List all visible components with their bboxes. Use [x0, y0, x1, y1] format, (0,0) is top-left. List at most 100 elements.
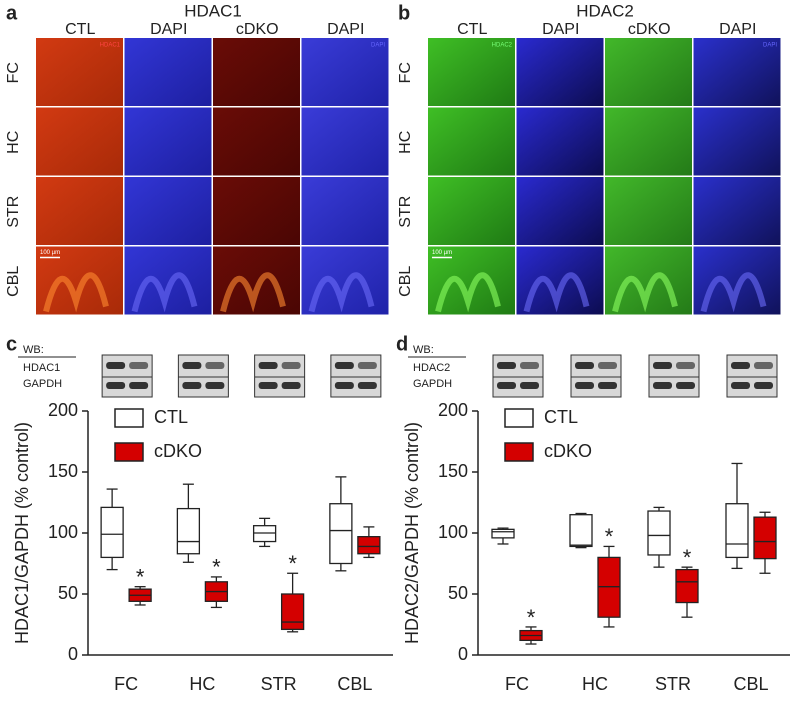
micrograph: [605, 177, 692, 245]
box: [100, 506, 124, 559]
column-label: CTL: [65, 21, 95, 38]
significance: *: [288, 551, 297, 576]
blot-band: [106, 362, 126, 369]
scale-bar-label: 100 µm: [432, 250, 452, 256]
tissue-folds: [308, 272, 375, 313]
micrograph: [428, 177, 515, 245]
blot-band: [205, 362, 225, 369]
blot-header: WB:: [413, 344, 434, 356]
y-tick-label: 200: [438, 400, 468, 420]
blot-band: [653, 362, 672, 369]
column-label: DAPI: [542, 21, 579, 38]
x-tick-label: HC: [189, 674, 215, 694]
tissue-folds: [131, 272, 198, 313]
panel-letter: d: [396, 333, 408, 355]
box: [357, 536, 381, 555]
box: [176, 507, 201, 555]
tissue-folds: [700, 272, 767, 313]
panel-title: HDAC2: [576, 1, 634, 20]
box: [647, 510, 671, 556]
blot-band: [676, 382, 695, 389]
box: [753, 516, 777, 560]
row-label: CBL: [5, 266, 22, 297]
blot-band: [575, 362, 594, 369]
significance: *: [136, 564, 145, 589]
micrograph: [693, 107, 781, 176]
blot-row-label: HDAC2: [413, 362, 450, 374]
blot-band: [334, 362, 354, 369]
micrograph: [516, 107, 604, 176]
y-tick-label: 200: [48, 400, 78, 420]
micrograph: [124, 38, 212, 106]
micrograph: [516, 38, 604, 106]
y-axis-label: HDAC2/GAPDH (% control): [402, 422, 422, 644]
blot-band: [653, 382, 672, 389]
x-tick-label: CBL: [733, 674, 768, 694]
micrograph: [428, 38, 515, 106]
x-tick-label: HC: [582, 674, 608, 694]
y-tick-label: 0: [458, 644, 468, 664]
blot-band: [357, 362, 377, 369]
micrograph: [605, 107, 692, 176]
y-tick-label: 100: [438, 522, 468, 542]
blot-band: [182, 362, 202, 369]
dapi-label: DAPI: [371, 43, 385, 49]
y-tick-label: 0: [68, 644, 78, 664]
y-tick-label: 150: [48, 461, 78, 481]
micrograph: [124, 177, 212, 245]
blot-band: [754, 362, 773, 369]
blot-band: [281, 362, 301, 369]
blot-band: [598, 382, 617, 389]
row-label: STR: [5, 196, 22, 228]
blot-image: [254, 354, 306, 398]
legend-label: cDKO: [154, 441, 202, 461]
blot-image: [492, 354, 544, 398]
x-tick-label: STR: [261, 674, 297, 694]
micrograph: [213, 177, 300, 245]
tissue-folds: [612, 272, 678, 313]
y-tick-label: 100: [48, 522, 78, 542]
micrograph: [213, 38, 300, 106]
micrograph: [124, 107, 212, 176]
box: [569, 514, 593, 548]
tissue-folds: [435, 272, 501, 313]
micrograph: [301, 107, 389, 176]
box: [675, 568, 699, 604]
y-tick-label: 50: [448, 583, 468, 603]
legend-swatch: [114, 408, 144, 428]
blot-band: [575, 382, 594, 389]
column-label: cDKO: [236, 21, 279, 38]
blot-band: [520, 362, 539, 369]
x-tick-label: FC: [114, 674, 138, 694]
legend-label: cDKO: [544, 441, 592, 461]
blot-row-label: HDAC1: [23, 362, 60, 374]
blot-band: [731, 382, 750, 389]
legend-label: CTL: [544, 407, 578, 427]
blot-band: [520, 382, 539, 389]
panel-letter: a: [6, 2, 18, 24]
blot-band: [106, 382, 126, 389]
micrograph: [301, 38, 389, 106]
column-label: DAPI: [150, 21, 187, 38]
micrograph: [36, 38, 123, 106]
blot-image: [177, 354, 229, 398]
box: [280, 593, 305, 631]
row-label: HC: [397, 131, 414, 154]
blot-band: [205, 382, 225, 389]
blot-band: [357, 382, 377, 389]
blot-image: [330, 354, 382, 398]
micrograph: [213, 107, 300, 176]
blot-row-label: GAPDH: [23, 378, 62, 390]
dapi-label: DAPI: [763, 43, 777, 49]
x-tick-label: CBL: [337, 674, 372, 694]
blot-band: [676, 362, 695, 369]
blot-image: [570, 354, 622, 398]
column-label: CTL: [457, 21, 487, 38]
blot-band: [182, 382, 202, 389]
blot-band: [598, 362, 617, 369]
blot-band: [731, 362, 750, 369]
micrograph: [36, 107, 123, 176]
tissue-folds: [523, 272, 590, 313]
box: [329, 503, 353, 565]
legend-swatch: [504, 442, 534, 462]
